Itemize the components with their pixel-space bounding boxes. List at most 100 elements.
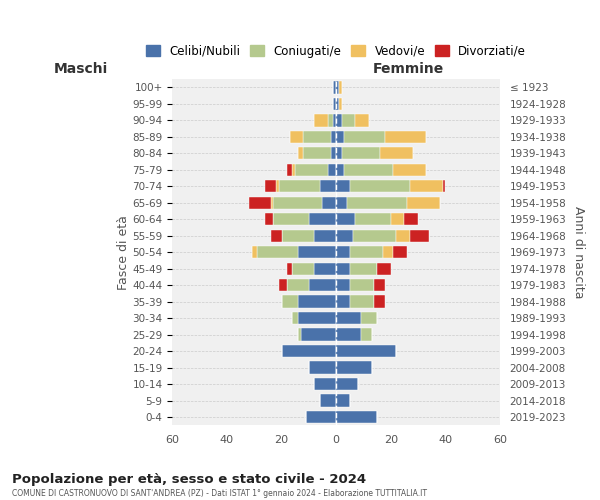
Bar: [271, 230, 281, 242]
Text: Popolazione per età, sesso e stato civile - 2024: Popolazione per età, sesso e stato civil…: [12, 472, 366, 486]
Bar: [443, 180, 445, 192]
Bar: [336, 246, 350, 258]
Bar: [292, 312, 298, 324]
Bar: [306, 411, 336, 423]
Bar: [410, 180, 443, 192]
Bar: [265, 213, 274, 226]
Bar: [336, 262, 350, 275]
Text: Femmine: Femmine: [373, 62, 444, 76]
Bar: [328, 114, 334, 126]
Bar: [298, 246, 336, 258]
Bar: [336, 345, 396, 358]
Bar: [298, 328, 301, 341]
Bar: [344, 164, 394, 176]
Bar: [341, 114, 355, 126]
Bar: [290, 130, 304, 143]
Bar: [383, 246, 394, 258]
Y-axis label: Anni di nascita: Anni di nascita: [572, 206, 585, 298]
Bar: [361, 312, 377, 324]
Bar: [287, 164, 292, 176]
Bar: [274, 196, 322, 209]
Bar: [341, 147, 380, 160]
Bar: [314, 114, 328, 126]
Bar: [334, 98, 336, 110]
Bar: [344, 130, 385, 143]
Bar: [336, 81, 339, 94]
Bar: [396, 230, 410, 242]
Bar: [339, 81, 341, 94]
Bar: [320, 180, 336, 192]
Bar: [281, 230, 314, 242]
Bar: [404, 213, 418, 226]
Bar: [336, 114, 341, 126]
Bar: [328, 164, 336, 176]
Bar: [350, 296, 374, 308]
Bar: [336, 130, 344, 143]
Bar: [361, 328, 371, 341]
Bar: [350, 262, 377, 275]
Bar: [271, 196, 274, 209]
Text: Maschi: Maschi: [53, 62, 108, 76]
Bar: [298, 147, 304, 160]
Bar: [314, 378, 336, 390]
Bar: [320, 394, 336, 406]
Bar: [301, 328, 336, 341]
Bar: [287, 279, 309, 291]
Bar: [304, 147, 331, 160]
Bar: [251, 246, 257, 258]
Bar: [309, 362, 336, 374]
Bar: [314, 230, 336, 242]
Bar: [336, 312, 361, 324]
Bar: [309, 279, 336, 291]
Bar: [407, 196, 440, 209]
Bar: [298, 296, 336, 308]
Bar: [331, 130, 336, 143]
Bar: [336, 411, 377, 423]
Bar: [334, 114, 336, 126]
Bar: [394, 164, 426, 176]
Bar: [331, 147, 336, 160]
Bar: [336, 230, 353, 242]
Bar: [281, 296, 298, 308]
Bar: [377, 262, 391, 275]
Bar: [279, 180, 320, 192]
Bar: [347, 196, 407, 209]
Bar: [279, 279, 287, 291]
Bar: [309, 213, 336, 226]
Bar: [380, 147, 413, 160]
Bar: [350, 180, 410, 192]
Bar: [276, 180, 279, 192]
Bar: [336, 279, 350, 291]
Bar: [336, 378, 358, 390]
Bar: [281, 345, 336, 358]
Y-axis label: Fasce di età: Fasce di età: [116, 215, 130, 290]
Bar: [336, 394, 350, 406]
Bar: [336, 180, 350, 192]
Bar: [374, 296, 385, 308]
Bar: [336, 213, 355, 226]
Bar: [336, 362, 371, 374]
Bar: [350, 246, 383, 258]
Bar: [257, 246, 298, 258]
Bar: [350, 279, 374, 291]
Bar: [274, 213, 309, 226]
Bar: [336, 296, 350, 308]
Bar: [314, 262, 336, 275]
Bar: [304, 130, 331, 143]
Bar: [391, 213, 404, 226]
Bar: [292, 262, 314, 275]
Bar: [334, 81, 336, 94]
Bar: [355, 114, 369, 126]
Bar: [385, 130, 426, 143]
Bar: [336, 196, 347, 209]
Bar: [336, 98, 339, 110]
Bar: [265, 180, 276, 192]
Bar: [339, 98, 341, 110]
Bar: [353, 230, 396, 242]
Bar: [374, 279, 385, 291]
Bar: [249, 196, 271, 209]
Bar: [295, 164, 328, 176]
Bar: [355, 213, 391, 226]
Bar: [298, 312, 336, 324]
Bar: [410, 230, 429, 242]
